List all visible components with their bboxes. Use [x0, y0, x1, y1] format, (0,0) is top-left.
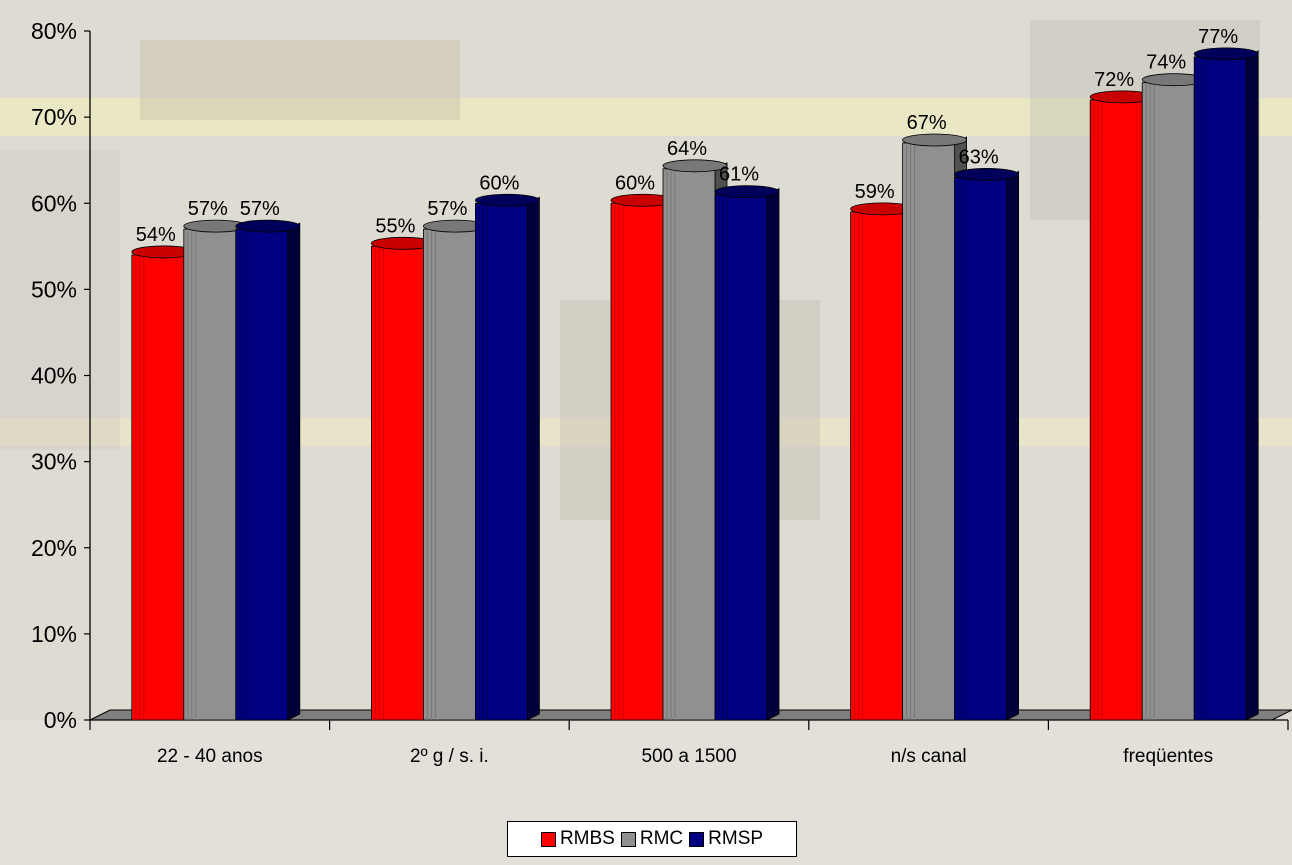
legend-item-rmsp: RMSP	[689, 828, 763, 850]
bar-cap-rmc	[902, 133, 967, 147]
legend-swatch-rmsp	[689, 831, 705, 847]
bar-rmbs	[370, 245, 424, 721]
bar-rmbs	[850, 211, 903, 721]
chart-legend: RMBS RMC RMSP	[507, 821, 797, 857]
data-label: 59%	[855, 181, 895, 203]
y-tick-label: 80%	[31, 18, 77, 44]
data-label: 57%	[188, 198, 228, 220]
bar-cap-rmsp	[714, 185, 780, 199]
x-tick-label: 500 a 1500	[641, 746, 736, 767]
y-tick-label: 70%	[31, 104, 77, 130]
data-label: 74%	[1146, 52, 1186, 74]
data-label: 60%	[479, 172, 519, 194]
bar-rmc	[422, 228, 476, 721]
bar-rmsp	[954, 177, 1007, 721]
x-tick-label: n/s canal	[891, 746, 967, 767]
data-label: 54%	[136, 224, 176, 246]
legend-label-rmc: RMC	[639, 828, 684, 849]
data-label: 55%	[375, 215, 415, 237]
bar-side-rmsp	[527, 196, 540, 721]
y-tick-label: 60%	[31, 190, 77, 216]
legend-item-rmbs: RMBS	[540, 828, 615, 850]
data-label: 67%	[907, 112, 947, 134]
x-tick-label: 22 - 40 anos	[157, 746, 263, 767]
y-tick-label: 40%	[31, 363, 77, 389]
bar-side-rmsp	[287, 222, 301, 721]
data-label: 63%	[959, 146, 999, 168]
bar-rmc	[183, 228, 237, 721]
data-label: 57%	[240, 198, 280, 220]
bar-rmsp	[1193, 56, 1247, 721]
bar-side-rmsp	[1245, 50, 1259, 721]
data-label: 72%	[1094, 69, 1134, 91]
bar-rmbs	[131, 254, 185, 721]
bar-cap-rmsp	[474, 193, 540, 207]
data-label: 61%	[719, 164, 759, 186]
y-tick-label: 0%	[44, 707, 77, 733]
y-tick-label: 10%	[31, 621, 77, 647]
bar-rmsp	[714, 194, 768, 721]
bar-rmc	[902, 142, 955, 721]
legend-label-rmbs: RMBS	[559, 828, 615, 849]
bar-rmbs	[610, 202, 664, 721]
bar-cap-rmsp	[954, 168, 1019, 181]
x-tick-label: freqüentes	[1123, 746, 1213, 767]
data-label: 64%	[667, 138, 707, 160]
bar-rmbs	[1089, 99, 1143, 721]
data-label: 60%	[615, 172, 655, 194]
y-tick-label: 30%	[31, 449, 77, 475]
legend-swatch-rmbs	[540, 831, 556, 847]
bar-rmsp	[235, 228, 289, 721]
legend-item-rmc: RMC	[620, 828, 684, 850]
bar-side-rmsp	[1006, 170, 1019, 721]
legend-swatch-rmc	[620, 831, 636, 847]
bar-side-rmsp	[766, 187, 780, 721]
data-label: 77%	[1198, 26, 1238, 48]
bar-cap-rmc	[662, 159, 728, 173]
y-tick-label: 20%	[31, 535, 77, 561]
bar-cap-rmsp	[1193, 47, 1259, 61]
legend-label-rmsp: RMSP	[708, 828, 764, 849]
y-tick-label: 50%	[31, 276, 77, 302]
bar-cap-rmsp	[235, 219, 301, 233]
x-tick-label: 2º g / s. i.	[410, 746, 489, 767]
bar-rmsp	[474, 202, 528, 721]
data-label: 57%	[427, 198, 467, 220]
